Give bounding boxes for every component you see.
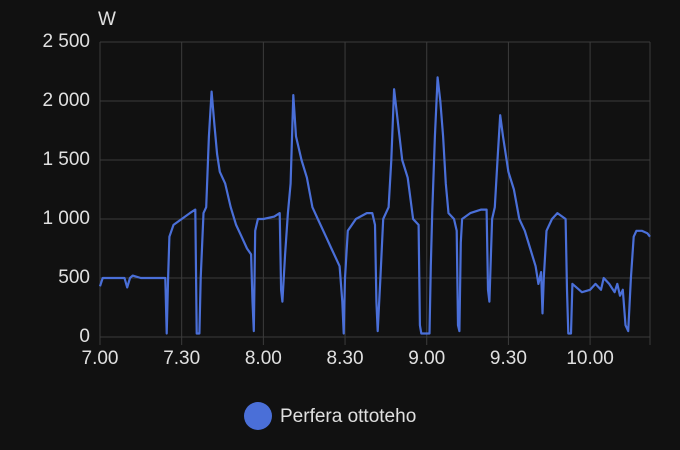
y-tick-label: 2 000	[42, 90, 90, 111]
legend-swatch	[244, 402, 272, 430]
y-unit: W	[98, 9, 116, 30]
y-tick-label: 2 500	[42, 31, 90, 52]
x-tick-label: 9.00	[408, 348, 445, 369]
x-tick-label: 9.30	[490, 348, 527, 369]
y-tick-label: 1 500	[42, 149, 90, 170]
x-tick-label: 10.00	[566, 348, 614, 369]
x-tick-label: 8.00	[245, 348, 282, 369]
x-tick-label: 7.30	[163, 348, 200, 369]
legend-label: Perfera ottoteho	[280, 406, 416, 427]
y-tick-label: 500	[58, 267, 90, 288]
x-tick-label: 7.00	[82, 348, 119, 369]
y-tick-label: 0	[79, 326, 90, 347]
series-line	[98, 76, 651, 335]
y-tick-label: 1 000	[42, 208, 90, 229]
x-tick-label: 8.30	[327, 348, 364, 369]
